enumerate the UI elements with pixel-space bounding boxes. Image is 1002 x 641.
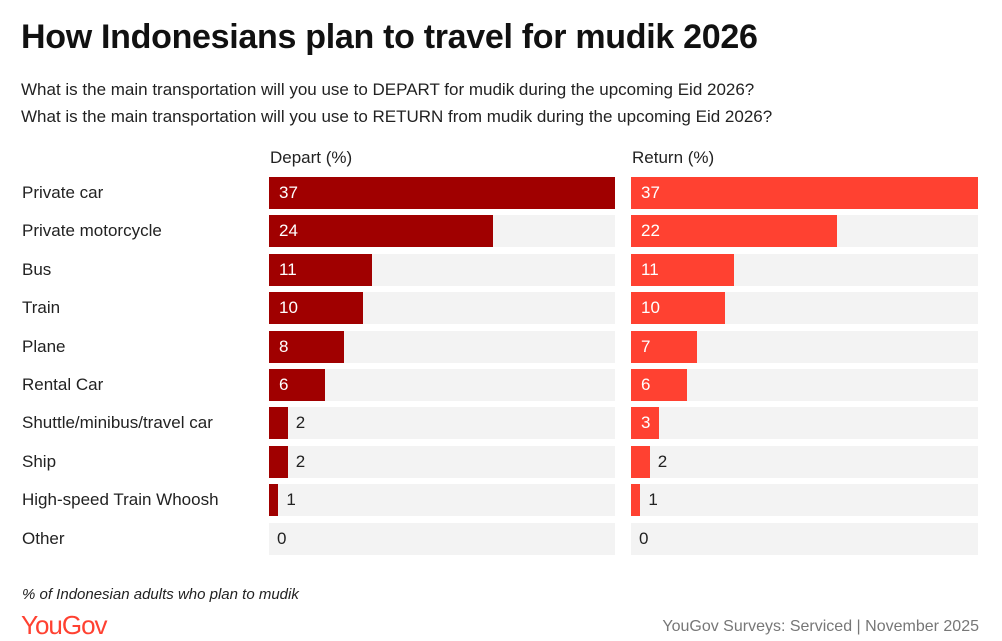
source-text: YouGov Surveys: Serviced | November 2025 (662, 618, 979, 635)
bar-track: 11 (631, 253, 978, 286)
bar-track: 1 (631, 484, 978, 517)
bar-track: 10 (631, 292, 978, 325)
data-label: 6 (279, 375, 289, 394)
bar-track: 3 (631, 407, 978, 440)
data-label: 1 (648, 490, 658, 510)
return-bar (631, 445, 650, 478)
bar-track: 6 (269, 369, 615, 401)
bar-track: 37 (631, 177, 978, 209)
depart-bar (269, 253, 372, 286)
data-label: 22 (641, 221, 660, 241)
data-label: 10 (641, 298, 660, 318)
depart-header: Depart (%) (270, 148, 353, 167)
bar-track: 7 (631, 330, 978, 363)
data-label: 2 (657, 451, 668, 471)
depart-bar (269, 330, 344, 363)
return-bar (631, 407, 660, 440)
data-label: 11 (279, 259, 297, 279)
data-label: 2 (295, 451, 306, 471)
data-label: 0 (277, 528, 287, 548)
depart-bar (269, 407, 288, 440)
depart-bar (269, 292, 363, 325)
category-label: Train (22, 298, 61, 318)
return-bar (631, 330, 697, 363)
return-bar (631, 253, 735, 286)
data-label: 37 (279, 183, 298, 202)
bar-track: 37 (269, 177, 615, 209)
bar-track: 2 (631, 445, 978, 478)
bar-track: 22 (631, 215, 978, 248)
bar-track: 10 (269, 292, 615, 325)
bar-track: 11 (269, 253, 615, 286)
category-label: Private motorcycle (22, 221, 162, 241)
return-bar (631, 177, 978, 209)
data-label: 0 (639, 528, 649, 548)
bar-track: 1 (269, 484, 615, 517)
data-label: 1 (286, 490, 296, 510)
yougov-logo: YouGov (21, 610, 108, 640)
data-label: 3 (641, 413, 651, 433)
return-bar (631, 484, 641, 517)
depart-bar (269, 445, 288, 478)
bar-track: 0 (631, 522, 978, 555)
bar-track: 2 (269, 407, 615, 440)
depart-bar (269, 177, 615, 209)
bar-track: 24 (269, 215, 615, 248)
data-label: 11 (641, 259, 659, 279)
depart-bar (269, 484, 279, 517)
category-label: High-speed Train Whoosh (22, 490, 219, 510)
bar-track: 8 (269, 330, 615, 363)
return-header: Return (%) (632, 148, 715, 167)
bar-track: 2 (269, 445, 615, 478)
return-bar (631, 292, 725, 325)
category-label: Private car (22, 183, 104, 202)
data-label: 24 (279, 221, 298, 241)
return-bar (631, 369, 688, 401)
data-label: 2 (295, 413, 306, 433)
category-label: Ship (22, 451, 57, 471)
bar-track: 0 (269, 522, 615, 555)
subtitle-depart: What is the main transportation will you… (21, 80, 755, 99)
category-label: Plane (22, 336, 66, 356)
category-label: Rental Car (22, 375, 104, 394)
chart-title: How Indonesians plan to travel for mudik… (21, 18, 758, 56)
depart-bar (269, 215, 494, 248)
category-label: Bus (22, 259, 52, 279)
data-label: 37 (641, 183, 660, 202)
data-label: 10 (279, 298, 298, 318)
category-label: Other (22, 528, 65, 548)
subtitle-return: What is the main transportation will you… (21, 107, 773, 126)
data-label: 6 (641, 375, 651, 394)
bar-track: 6 (631, 369, 978, 401)
data-label: 7 (641, 336, 651, 356)
data-label: 8 (279, 336, 289, 356)
footnote: % of Indonesian adults who plan to mudik (22, 586, 299, 603)
return-bar (631, 215, 838, 248)
depart-bar (269, 369, 326, 401)
category-label: Shuttle/minibus/travel car (22, 413, 213, 433)
